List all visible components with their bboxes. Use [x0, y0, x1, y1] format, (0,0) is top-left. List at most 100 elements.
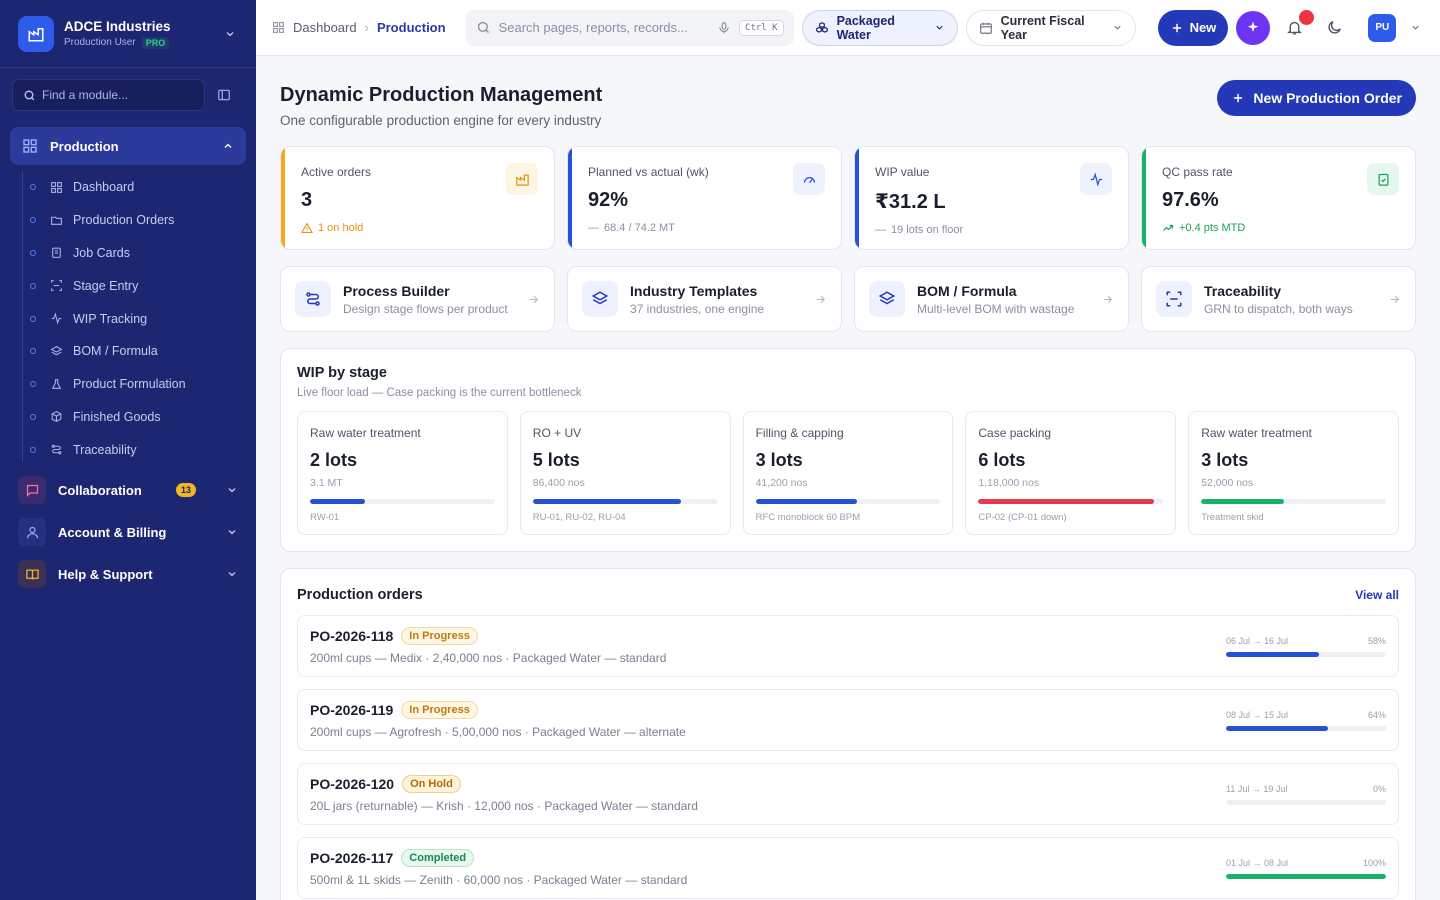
new-button[interactable]: New — [1157, 9, 1229, 46]
kpi-note: 1 on hold — [318, 222, 364, 234]
search-icon — [24, 90, 35, 100]
breadcrumb-dashboard[interactable]: Dashboard — [293, 20, 357, 35]
dark-mode-moon-icon[interactable] — [1318, 12, 1350, 44]
new-production-order-button[interactable]: New Production Order — [1217, 80, 1416, 116]
sidebar-item-stage-entry[interactable]: Stage Entry — [22, 269, 246, 302]
avatar[interactable]: PU — [1368, 13, 1397, 42]
order-row[interactable]: PO-2026-117 Completed 500ml & 1L skids — Z… — [297, 837, 1399, 899]
order-id: PO-2026-119 — [310, 702, 394, 718]
order-percent: 100% — [1362, 857, 1386, 868]
brand-header[interactable]: ADCE Industries Production User PRO — [0, 0, 256, 68]
breadcrumb-production: Production — [376, 20, 446, 35]
stage-quantity: 41,200 nos — [755, 477, 808, 489]
wip-subtitle: Live floor load — Case packing is the cu… — [297, 387, 582, 399]
chevron-down-icon[interactable] — [226, 568, 238, 580]
sidebar-collapse-icon[interactable] — [215, 86, 233, 104]
nav-production[interactable]: Production — [10, 127, 246, 165]
dash-icon: — — [875, 224, 886, 236]
sidebar-item-traceability[interactable]: Traceability — [22, 433, 246, 466]
tool-description: Multi-level BOM with wastage — [917, 301, 1075, 316]
nav-account-billing[interactable]: Account & Billing — [10, 514, 246, 550]
status-badge: In Progress — [401, 627, 478, 645]
layers-icon — [582, 281, 618, 317]
tool-bom-formula[interactable]: BOM / Formula Multi-level BOM with wastag… — [854, 266, 1129, 332]
order-row[interactable]: PO-2026-119 In Progress 200ml cups — Agrof… — [297, 689, 1399, 751]
tool-industry-templates[interactable]: Industry Templates 37 industries, one eng… — [567, 266, 842, 332]
stage-name: RO + UV — [532, 426, 582, 440]
tool-title: Industry Templates — [630, 282, 758, 299]
industry-value: Packaged Water — [836, 13, 895, 42]
module-search-input[interactable]: Find a module... — [12, 79, 205, 111]
stage-quantity: 86,400 nos — [532, 477, 585, 489]
wip-stage-card[interactable]: Raw water treatment 2 lots 3.1 MT RW-01 — [297, 411, 508, 535]
kpi-value: 3 — [301, 189, 313, 211]
chevron-up-icon[interactable] — [222, 140, 234, 152]
sidebar-item-label: Finished Goods — [73, 409, 161, 424]
nav-collaboration[interactable]: Collaboration 13 — [10, 472, 246, 508]
order-dates: 01 Jul → 08 Jul — [1226, 857, 1289, 868]
kpi-wip-value[interactable]: WIP value ₹31.2 L — 19 lots on floor — [854, 146, 1129, 250]
sidebar-item-bom-formula[interactable]: BOM / Formula — [22, 335, 246, 368]
flask-icon — [51, 378, 62, 389]
tool-process-builder[interactable]: Process Builder Design stage flows per pr… — [280, 266, 555, 332]
package-icon — [51, 411, 62, 423]
search-shortcut: Ctrl K — [739, 19, 784, 36]
arrow-right-icon — [1390, 295, 1400, 303]
stage-lots: 5 lots — [532, 450, 580, 470]
chevron-down-icon[interactable] — [1410, 22, 1421, 33]
sidebar-item-production-orders[interactable]: Production Orders — [22, 204, 246, 237]
stage-name: Raw water treatment — [310, 426, 421, 440]
tool-traceability[interactable]: Traceability GRN to dispatch, both ways — [1141, 266, 1416, 332]
sidebar-item-product-formulation[interactable]: Product Formulation — [22, 368, 246, 401]
sidebar-item-finished-goods[interactable]: Finished Goods — [22, 401, 246, 434]
sidebar-item-label: Dashboard — [73, 180, 135, 195]
stage-load-fill — [978, 499, 1154, 504]
order-row[interactable]: PO-2026-120 On Hold 20L jars (returnable) … — [297, 763, 1399, 825]
chat-icon — [18, 476, 46, 505]
wip-stage-card[interactable]: Case packing 6 lots 1,18,000 nos CP-02 (CP-… — [965, 411, 1177, 535]
kpi-qc-pass-rate[interactable]: QC pass rate 97.6% +0.4 pts MTD — [1141, 146, 1416, 250]
user-role: Production User — [64, 37, 136, 48]
kpi-label: Active orders — [301, 165, 372, 179]
order-description: 200ml cups — Medix · 2,40,000 nos · Pack… — [310, 651, 667, 665]
global-search-input[interactable]: Search pages, reports, records... Ctrl K — [465, 9, 794, 46]
stage-equipment: RW-01 — [310, 512, 340, 523]
sidebar-item-job-cards[interactable]: Job Cards — [22, 237, 246, 270]
tool-description: Design stage flows per product — [343, 301, 508, 316]
new-production-order-label: New Production Order — [1253, 90, 1402, 106]
kpi-active-orders[interactable]: Active orders 3 1 on hold — [280, 146, 555, 250]
view-all-link[interactable]: View all — [1355, 588, 1399, 602]
arrow-right-icon — [816, 295, 826, 303]
grid-icon — [51, 181, 62, 193]
ai-sparkle-icon[interactable] — [1236, 10, 1271, 45]
stage-name: Raw water treatment — [1201, 426, 1312, 440]
chevron-down-icon[interactable] — [222, 26, 238, 42]
wip-stage-card[interactable]: RO + UV 5 lots 86,400 nos RU-01, RU-02, RU-… — [519, 411, 731, 535]
tool-title: Traceability — [1204, 282, 1282, 299]
order-row[interactable]: PO-2026-118 In Progress 200ml cups — Medix… — [297, 615, 1399, 677]
sidebar-item-wip-tracking[interactable]: WIP Tracking — [22, 302, 246, 335]
stage-load-fill — [755, 499, 858, 504]
search-placeholder: Search pages, reports, records... — [498, 20, 688, 35]
wip-stage-card[interactable]: Filling & capping 3 lots 41,200 nos RFC mon… — [742, 411, 954, 535]
order-progress-bar — [1226, 651, 1386, 657]
kpi-planned-vs-actual[interactable]: Planned vs actual (wk) 92% — 68.4 / 74.2 … — [567, 146, 842, 250]
chevron-down-icon[interactable] — [226, 526, 238, 538]
period-selector[interactable]: Current Fiscal Year — [965, 9, 1136, 46]
stage-load-fill — [1201, 499, 1285, 504]
tool-description: GRN to dispatch, both ways — [1204, 301, 1353, 316]
grid-icon — [273, 22, 284, 33]
layers-icon — [50, 345, 63, 356]
sidebar-item-dashboard[interactable]: Dashboard — [22, 171, 246, 204]
chevron-down-icon[interactable] — [226, 484, 238, 496]
gauge-icon — [793, 163, 825, 195]
topbar: Dashboard › Production Search pages, rep… — [256, 0, 1440, 56]
industry-selector[interactable]: Packaged Water — [801, 9, 958, 46]
activity-icon — [1080, 163, 1112, 195]
notifications-bell-icon[interactable] — [1278, 9, 1315, 44]
nav-help-support[interactable]: Help & Support — [10, 556, 246, 592]
nav-account-billing-label: Account & Billing — [58, 524, 167, 540]
wip-stage-card[interactable]: Raw water treatment 3 lots 52,000 nos Treat… — [1188, 411, 1399, 535]
stage-name: Filling & capping — [755, 426, 844, 440]
microphone-icon[interactable] — [717, 21, 731, 35]
